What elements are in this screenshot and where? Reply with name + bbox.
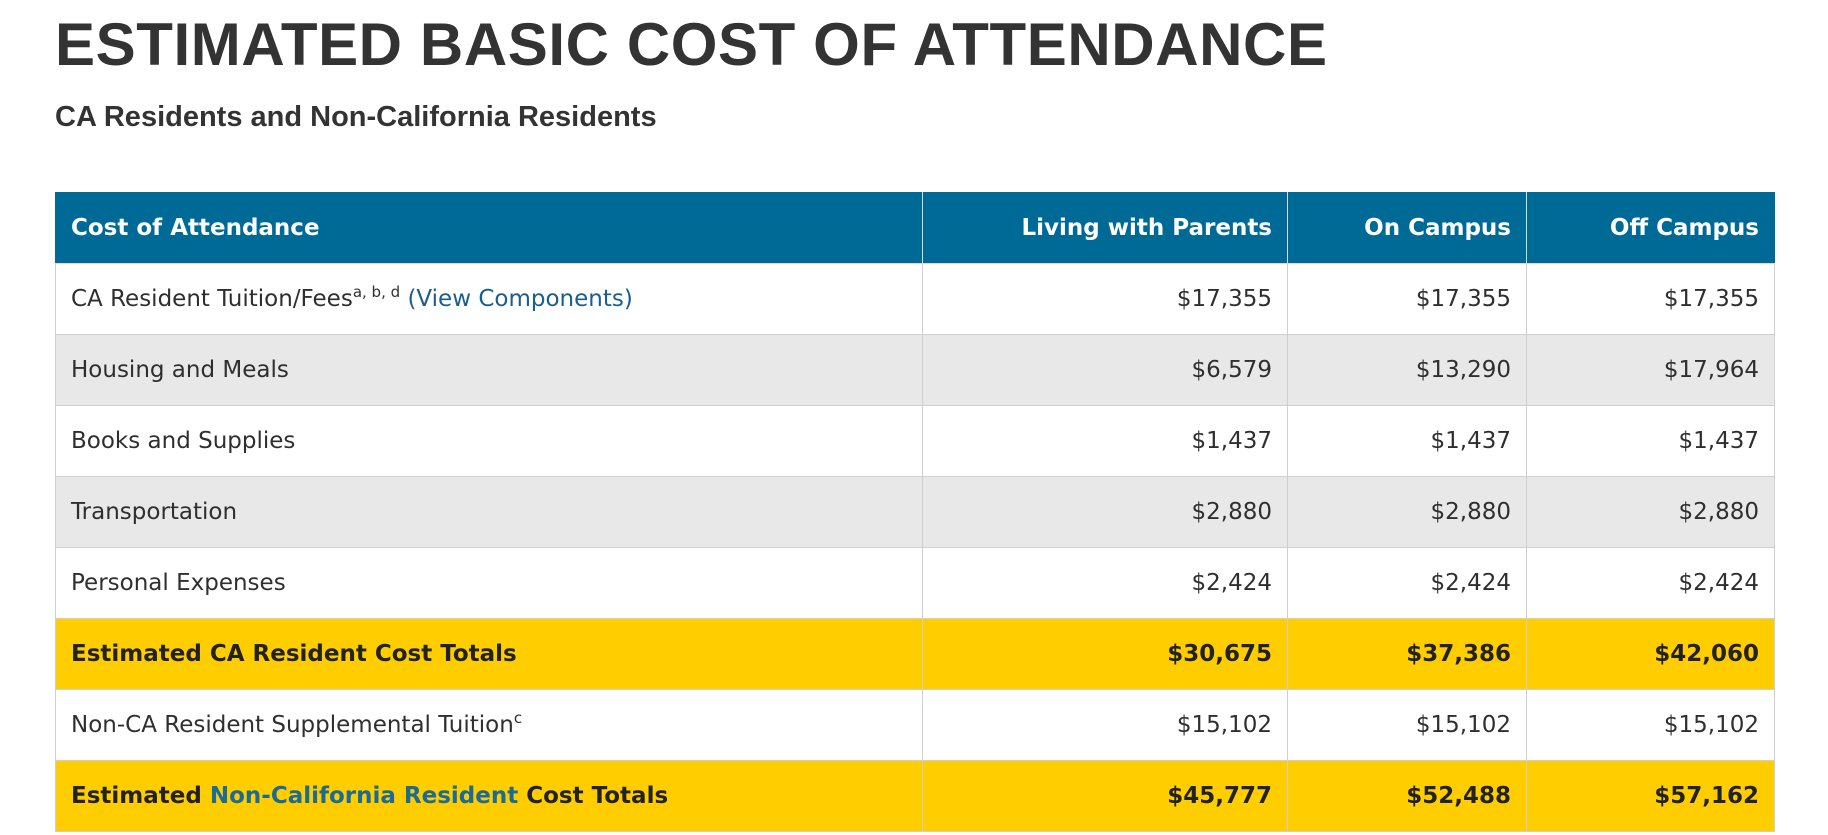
total-on-campus: $52,488: [1287, 760, 1527, 832]
value-living-with-parents: $2,880: [922, 476, 1288, 548]
table-row-transportation: Transportation $2,880 $2,880 $2,880: [55, 476, 1775, 548]
row-label-cell: Non-CA Resident Supplemental Tuitionc: [55, 689, 923, 761]
value-living-with-parents: $6,579: [922, 334, 1288, 406]
table-row-ca-resident-tuition: CA Resident Tuition/Feesa, b, d (View Co…: [55, 263, 1775, 335]
table-row-personal-expenses: Personal Expenses $2,424 $2,424 $2,424: [55, 547, 1775, 619]
table-row-non-ca-supplemental-tuition: Non-CA Resident Supplemental Tuitionc $1…: [55, 689, 1775, 761]
row-label: Housing and Meals: [55, 334, 923, 406]
total-living-with-parents: $30,675: [922, 618, 1288, 690]
page-title: ESTIMATED BASIC COST OF ATTENDANCE: [55, 11, 1328, 78]
column-header-living-with-parents: Living with Parents: [922, 192, 1288, 264]
value-off-campus: $15,102: [1526, 689, 1775, 761]
column-header-on-campus: On Campus: [1287, 192, 1527, 264]
column-header-off-campus: Off Campus: [1526, 192, 1775, 264]
table-row-books-and-supplies: Books and Supplies $1,437 $1,437 $1,437: [55, 405, 1775, 477]
value-living-with-parents: $17,355: [922, 263, 1288, 335]
row-label-cell: CA Resident Tuition/Feesa, b, d (View Co…: [55, 263, 923, 335]
value-off-campus: $17,964: [1526, 334, 1775, 406]
column-header-cost-of-attendance: Cost of Attendance: [55, 192, 923, 264]
table-row-non-ca-resident-totals: Estimated Non-California Resident Cost T…: [55, 760, 1775, 832]
total-off-campus: $57,162: [1526, 760, 1775, 832]
row-label: Non-CA Resident Supplemental Tuition: [71, 712, 514, 738]
value-living-with-parents: $1,437: [922, 405, 1288, 477]
value-off-campus: $17,355: [1526, 263, 1775, 335]
cost-of-attendance-table: Cost of Attendance Living with Parents O…: [55, 192, 1775, 832]
value-on-campus: $1,437: [1287, 405, 1527, 477]
page-container: ESTIMATED BASIC COST OF ATTENDANCE CA Re…: [55, 0, 1775, 832]
value-on-campus: $15,102: [1287, 689, 1527, 761]
value-on-campus: $2,880: [1287, 476, 1527, 548]
value-on-campus: $17,355: [1287, 263, 1527, 335]
non-california-resident-link[interactable]: Non-California Resident: [209, 783, 519, 809]
row-label: CA Resident Tuition/Fees: [71, 286, 353, 312]
footnote-marker: c: [513, 709, 523, 727]
value-off-campus: $1,437: [1526, 405, 1775, 477]
value-living-with-parents: $15,102: [922, 689, 1288, 761]
table-row-ca-resident-totals: Estimated CA Resident Cost Totals $30,67…: [55, 618, 1775, 690]
row-label: Transportation: [55, 476, 923, 548]
row-label: Personal Expenses: [55, 547, 923, 619]
value-off-campus: $2,880: [1526, 476, 1775, 548]
view-components-link[interactable]: (View Components): [407, 286, 633, 312]
row-label-prefix: Estimated: [71, 783, 210, 809]
value-on-campus: $2,424: [1287, 547, 1527, 619]
value-on-campus: $13,290: [1287, 334, 1527, 406]
table-header-row: Cost of Attendance Living with Parents O…: [55, 192, 1775, 264]
page-subtitle: CA Residents and Non-California Resident…: [55, 101, 657, 133]
total-on-campus: $37,386: [1287, 618, 1527, 690]
row-label: Books and Supplies: [55, 405, 923, 477]
value-off-campus: $2,424: [1526, 547, 1775, 619]
footnote-marker: a, b, d: [352, 283, 401, 301]
row-label-cell: Estimated Non-California Resident Cost T…: [55, 760, 923, 832]
table-row-housing-and-meals: Housing and Meals $6,579 $13,290 $17,964: [55, 334, 1775, 406]
value-living-with-parents: $2,424: [922, 547, 1288, 619]
total-living-with-parents: $45,777: [922, 760, 1288, 832]
total-off-campus: $42,060: [1526, 618, 1775, 690]
row-label-suffix: Cost Totals: [518, 783, 669, 809]
row-label: Estimated CA Resident Cost Totals: [55, 618, 923, 690]
